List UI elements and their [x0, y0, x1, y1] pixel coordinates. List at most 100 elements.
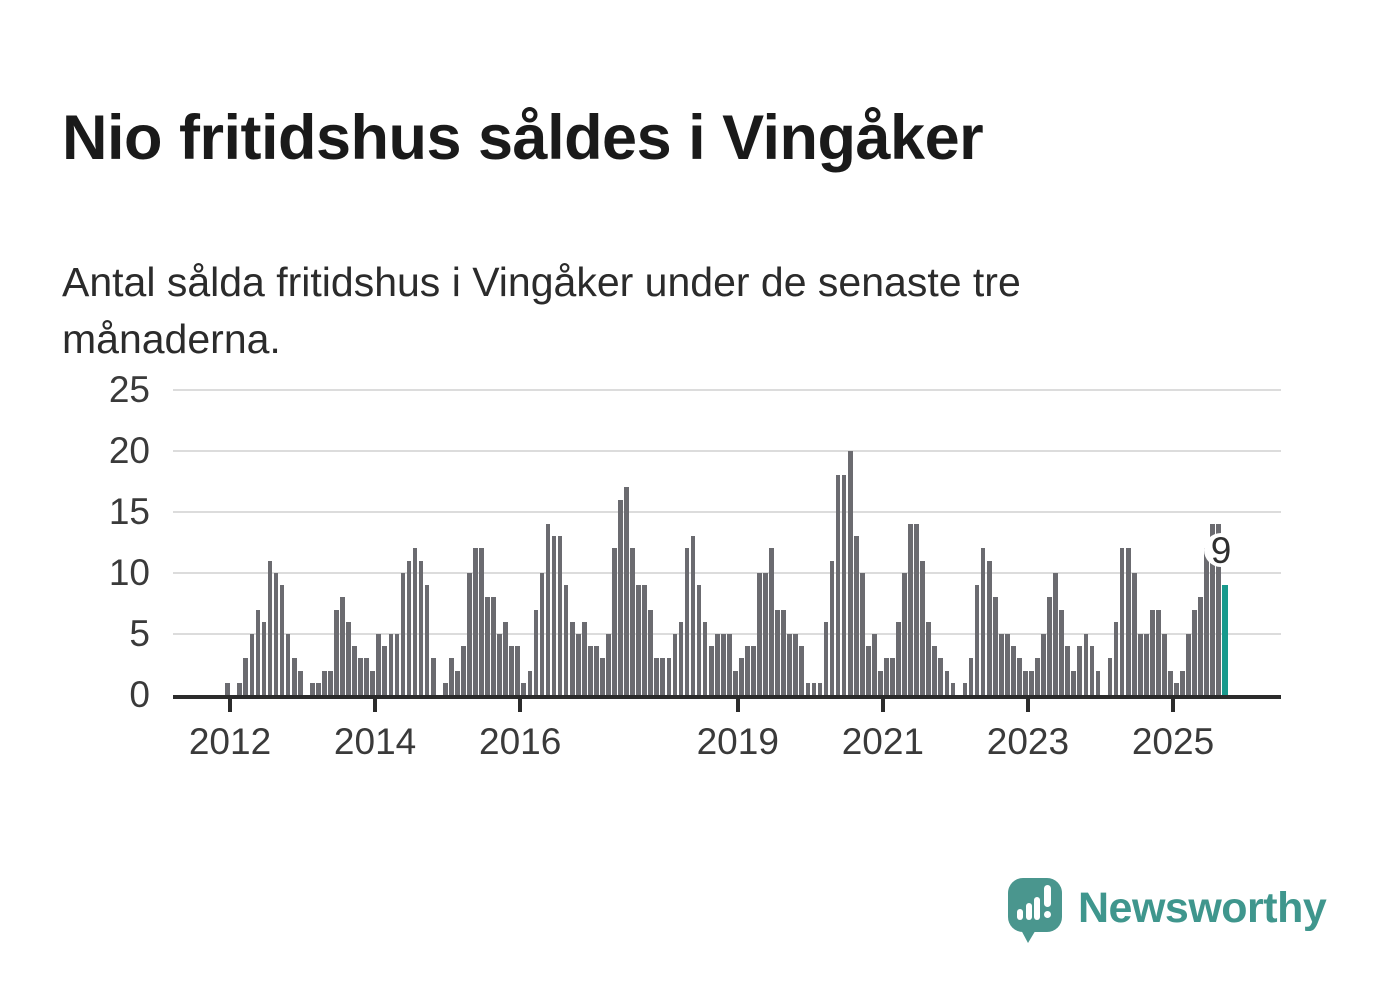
bar	[455, 670, 460, 695]
bar	[666, 658, 672, 695]
bar	[1065, 646, 1071, 695]
bar	[1162, 633, 1167, 695]
bar	[467, 572, 472, 695]
bar	[322, 670, 327, 695]
y-axis-tick-label: 10	[108, 551, 150, 593]
bar	[352, 646, 357, 695]
bar	[551, 536, 557, 695]
bar	[871, 633, 877, 695]
bar	[406, 560, 412, 695]
bar	[497, 633, 502, 695]
bar	[539, 572, 545, 695]
bar	[430, 658, 436, 695]
bar	[370, 670, 376, 695]
bar	[1204, 548, 1210, 695]
bar	[515, 646, 521, 695]
bar	[297, 670, 303, 695]
bar	[412, 548, 418, 695]
bar	[400, 572, 406, 695]
bar	[817, 682, 823, 695]
bar	[920, 560, 926, 695]
bar	[606, 633, 611, 695]
bar	[285, 633, 291, 695]
x-axis-tick	[373, 699, 378, 712]
bar	[346, 621, 351, 695]
bar	[902, 572, 907, 695]
bar	[799, 646, 805, 695]
bar	[859, 572, 865, 695]
bar	[1095, 670, 1101, 695]
bar	[1010, 646, 1016, 695]
bar	[1198, 597, 1204, 695]
bar	[569, 621, 575, 695]
page-title: Nio fritidshus såldes i Vingåker	[62, 103, 984, 174]
bar	[1149, 609, 1155, 695]
bar	[388, 633, 394, 695]
bar	[479, 548, 484, 695]
bar	[309, 682, 315, 695]
y-axis-tick-label: 0	[129, 674, 150, 715]
bar	[1053, 572, 1058, 695]
bar	[1216, 524, 1222, 695]
bar	[1113, 621, 1119, 695]
bar	[1180, 670, 1185, 695]
latest-value-badge: 9	[1204, 532, 1238, 569]
x-axis-tick	[1025, 699, 1030, 712]
bar	[890, 658, 895, 695]
bar	[1041, 633, 1046, 695]
x-axis-year-label: 2023	[986, 721, 1070, 762]
bar	[968, 658, 974, 695]
bar	[980, 548, 986, 695]
bar	[841, 475, 847, 695]
x-axis-tick	[228, 699, 232, 712]
gridline	[173, 449, 1281, 452]
bar	[273, 572, 279, 695]
bar	[878, 670, 883, 695]
bar	[974, 585, 980, 695]
bar	[914, 524, 919, 695]
bar	[491, 597, 496, 695]
bar	[461, 646, 466, 695]
speech-bubble-icon	[1008, 878, 1062, 932]
bar	[1119, 548, 1125, 695]
bar	[225, 682, 231, 695]
bar	[376, 633, 382, 695]
bar	[1017, 658, 1022, 695]
bar	[865, 646, 871, 695]
bar	[1077, 646, 1083, 695]
bar	[884, 658, 889, 695]
bar	[938, 658, 944, 695]
bar	[243, 658, 249, 695]
bar	[690, 536, 696, 695]
bar	[1174, 682, 1179, 695]
bar	[648, 609, 654, 695]
bar	[1047, 597, 1052, 695]
bar	[775, 609, 780, 695]
bar	[932, 646, 938, 695]
bar	[950, 682, 956, 695]
bar	[594, 646, 599, 695]
bar	[642, 585, 648, 695]
bar	[823, 621, 829, 695]
newsworthy-logo: Newsworthy	[1008, 876, 1328, 956]
bar	[533, 609, 539, 695]
bar	[926, 621, 932, 695]
bar	[1083, 633, 1089, 695]
bar	[829, 560, 835, 695]
bar	[998, 633, 1004, 695]
bar	[521, 682, 527, 695]
bar	[418, 560, 424, 695]
bar	[485, 597, 490, 695]
bar	[612, 548, 617, 695]
bar	[261, 621, 267, 695]
bar	[1143, 633, 1149, 695]
bar	[1210, 524, 1216, 695]
bar	[769, 548, 774, 695]
bar	[1186, 633, 1191, 695]
bar	[962, 682, 968, 695]
x-axis-year-label: 2016	[479, 721, 562, 762]
bar	[1125, 548, 1131, 695]
bar-latest-highlight	[1221, 585, 1228, 695]
bar	[473, 548, 478, 695]
